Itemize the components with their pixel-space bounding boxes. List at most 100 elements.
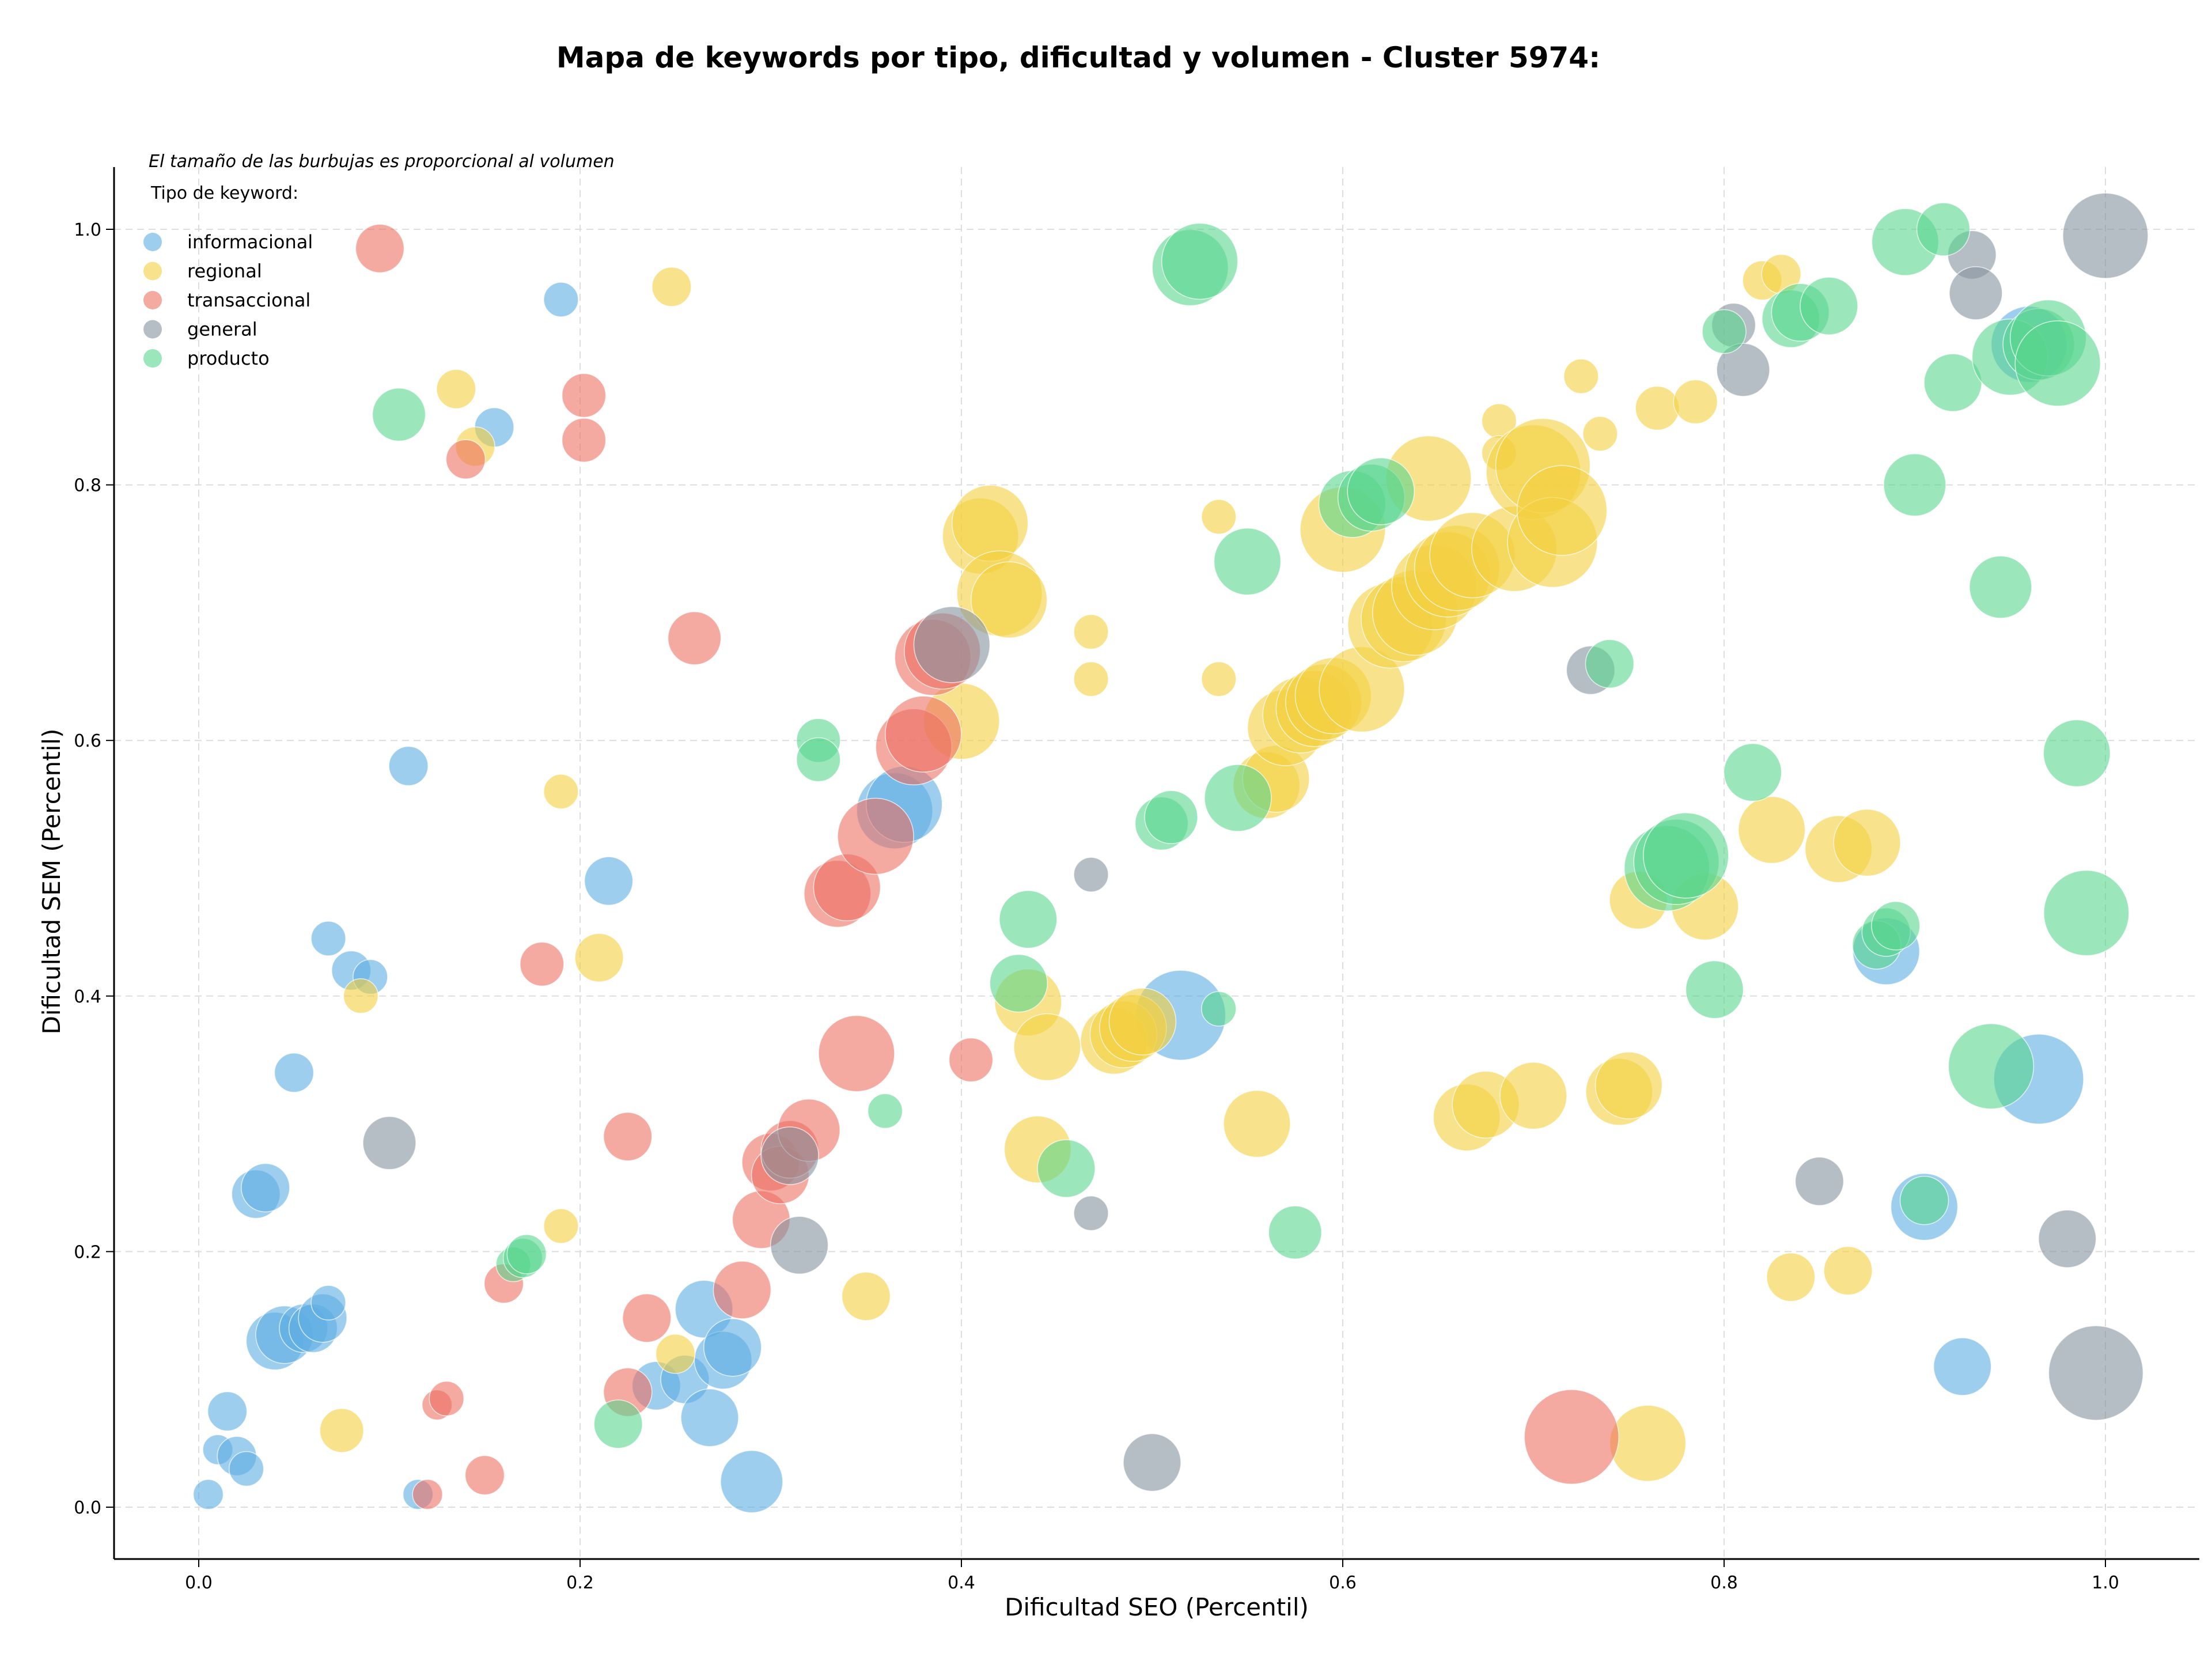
bubble-general bbox=[2062, 192, 2149, 279]
bubble-producto bbox=[1585, 639, 1635, 688]
bubble-producto bbox=[1899, 1175, 1949, 1225]
bubble-regional bbox=[1833, 808, 1901, 877]
bubble-general bbox=[913, 606, 991, 683]
bubble-transaccional bbox=[464, 1455, 505, 1496]
bubble-regional bbox=[574, 933, 624, 983]
bubble-transaccional bbox=[713, 1261, 772, 1319]
bubble-regional bbox=[1563, 358, 1599, 394]
bubble-general bbox=[1073, 857, 1109, 892]
bubble-producto bbox=[1268, 1205, 1322, 1259]
legend-marker-general bbox=[143, 320, 162, 339]
bubble-transaccional bbox=[837, 797, 914, 875]
legend-label-general: general bbox=[187, 319, 257, 340]
bubble-general bbox=[1073, 1195, 1109, 1231]
bubble-regional bbox=[1673, 379, 1718, 425]
bubble-general bbox=[760, 1126, 819, 1185]
bubble-regional bbox=[1073, 614, 1109, 650]
bubble-regional bbox=[1499, 1062, 1567, 1130]
bubble-general bbox=[770, 1216, 829, 1275]
bubble-informacional bbox=[388, 746, 429, 786]
bubble-producto bbox=[2043, 719, 2111, 788]
bubble-regional bbox=[1738, 796, 1806, 864]
legend-title: Tipo de keyword: bbox=[150, 183, 298, 203]
bubble-regional bbox=[1073, 661, 1109, 697]
series-transaccional bbox=[355, 224, 1619, 1510]
bubble-regional bbox=[655, 1334, 696, 1374]
series-general bbox=[362, 192, 2149, 1492]
bubble-regional bbox=[1635, 385, 1680, 431]
bubble-informacional bbox=[720, 1450, 783, 1514]
bubble-informacional bbox=[192, 1479, 224, 1510]
legend-label-producto: producto bbox=[187, 347, 270, 369]
bubble-transaccional bbox=[818, 1015, 895, 1092]
bubble-transaccional bbox=[412, 1479, 443, 1510]
bubble-general bbox=[2038, 1209, 2097, 1268]
bubble-regional bbox=[652, 267, 692, 307]
axes bbox=[113, 167, 2199, 1560]
bubble-transaccional bbox=[561, 418, 607, 463]
bubble-producto bbox=[1201, 991, 1237, 1027]
bubble-producto bbox=[989, 954, 1048, 1013]
y-tick-label: 0.8 bbox=[74, 476, 101, 496]
bubble-producto bbox=[1883, 453, 1946, 517]
bubble-regional bbox=[543, 774, 579, 809]
x-tick-label: 0.2 bbox=[566, 1573, 594, 1593]
bubble-general bbox=[1949, 266, 2003, 320]
bubble-informacional bbox=[310, 1285, 346, 1321]
bubble-producto bbox=[1702, 309, 1747, 354]
legend-marker-transaccional bbox=[143, 291, 162, 309]
bubble-producto bbox=[593, 1399, 643, 1449]
bubble-regional bbox=[543, 1208, 579, 1244]
bubble-size-note: El tamaño de las burbujas es proporciona… bbox=[149, 152, 615, 172]
bubble-producto bbox=[1347, 457, 1415, 525]
legend-marker-producto bbox=[143, 349, 162, 368]
bubble-informacional bbox=[229, 1451, 264, 1487]
bubble-producto bbox=[1723, 743, 1782, 802]
bubble-producto bbox=[1204, 764, 1272, 832]
series-regional bbox=[319, 253, 1901, 1482]
bubble-regional bbox=[1823, 1246, 1873, 1296]
bubble-regional bbox=[1594, 1051, 1663, 1119]
bubble-producto bbox=[999, 890, 1058, 949]
bubble-producto bbox=[1800, 277, 1858, 335]
x-tick-label: 0.6 bbox=[1329, 1573, 1357, 1593]
bubble-regional bbox=[1582, 416, 1618, 452]
x-tick-label: 0.8 bbox=[1710, 1573, 1738, 1593]
legend-label-transaccional: transaccional bbox=[187, 289, 310, 311]
y-tick-label: 0.4 bbox=[74, 987, 101, 1007]
bubble-informacional bbox=[310, 921, 346, 956]
bubble-producto bbox=[1144, 790, 1198, 845]
x-tick-label: 1.0 bbox=[2092, 1573, 2119, 1593]
bubble-informacional bbox=[680, 1388, 739, 1447]
chart-title: Mapa de keywords por tipo, dificultad y … bbox=[556, 41, 1600, 74]
y-tick-label: 0.0 bbox=[74, 1498, 101, 1518]
bubble-regional bbox=[841, 1272, 891, 1321]
legend-label-regional: regional bbox=[187, 260, 262, 282]
bubble-informacional bbox=[1933, 1337, 1992, 1396]
bubble-general bbox=[1794, 1156, 1844, 1206]
bubble-regional bbox=[319, 1408, 364, 1453]
bubble-regional bbox=[1013, 1013, 1081, 1081]
series-informacional bbox=[192, 282, 2084, 1514]
bubble-transaccional bbox=[429, 1380, 465, 1417]
bubble-general bbox=[1123, 1433, 1181, 1492]
bubble-informacional bbox=[207, 1391, 248, 1432]
bubble-producto bbox=[1161, 222, 1238, 300]
legend: informacional regional transaccional genera… bbox=[143, 231, 313, 369]
bubble-regional bbox=[1201, 499, 1237, 535]
y-tick-label: 1.0 bbox=[74, 220, 101, 240]
bubble-regional bbox=[971, 561, 1048, 638]
bubble-regional bbox=[1223, 1089, 1291, 1158]
bubble-producto bbox=[2014, 320, 2101, 407]
bubble-producto bbox=[1643, 812, 1729, 899]
bubble-general bbox=[362, 1116, 416, 1170]
series-producto bbox=[372, 202, 2130, 1449]
bubble-producto bbox=[1037, 1139, 1096, 1198]
bubble-informacional bbox=[584, 856, 634, 906]
bubble-informacional bbox=[543, 282, 579, 317]
bubble-transaccional bbox=[355, 224, 405, 274]
bubble-transaccional bbox=[948, 1037, 994, 1083]
legend-label-informacional: informacional bbox=[187, 231, 313, 253]
y-tick-label: 0.2 bbox=[74, 1242, 101, 1262]
